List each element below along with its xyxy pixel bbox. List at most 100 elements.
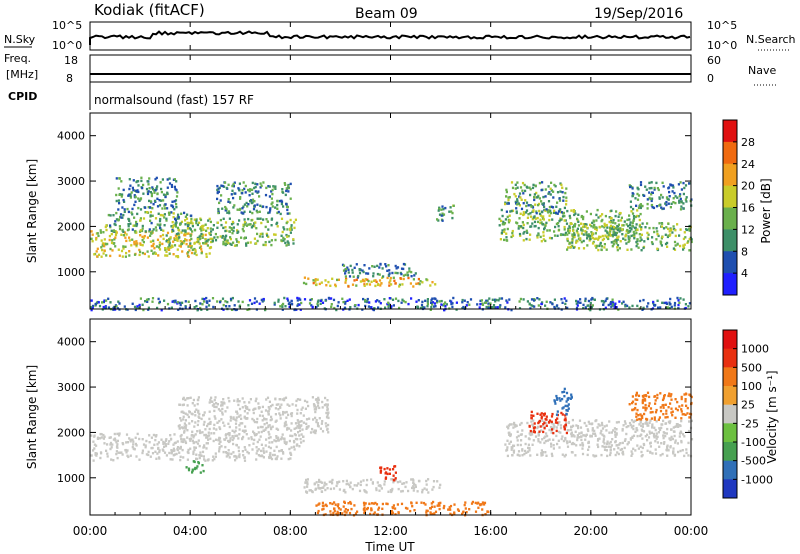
noise-panel: N.Sky 10^5 10^0 10^5 10^0 N.Search [4, 19, 796, 52]
power-cbar-tick-1: 24 [741, 158, 755, 171]
x-tick-1: 04:00 [173, 524, 208, 538]
power-cbar-seg-7 [723, 273, 737, 296]
vel-cbar-seg-8 [723, 479, 737, 499]
nave-tick-bottom: 0 [707, 72, 714, 85]
freq-tick-top: 18 [64, 54, 78, 67]
noise-right-label: N.Search [746, 33, 796, 46]
power-cells-blob-1 [104, 210, 193, 233]
vel-cbar-tick-5: -100 [741, 436, 766, 449]
power-yticks-label-2: 3000 [57, 175, 85, 188]
power-cells-blob-7 [436, 204, 455, 222]
vel-cbar-tick-6: -500 [741, 455, 766, 468]
cpid-text: normalsound (fast) 157 RF [94, 93, 254, 107]
date-title: 19/Sep/2016 [594, 6, 683, 22]
vel-cells-blob-1 [177, 396, 330, 435]
x-tick-0: 00:00 [73, 524, 108, 538]
power-cells-blob-4 [216, 181, 292, 216]
cpid-panel: CPID normalsound (fast) 157 RF [8, 82, 254, 110]
power-ylabel: Slant Range [km] [25, 159, 39, 263]
velocity-heatmap [90, 387, 694, 517]
power-cbar-seg-0 [723, 120, 737, 143]
power-cbar-seg-5 [723, 229, 737, 252]
power-cells-blob-8 [498, 208, 643, 243]
power-cells-blob-2 [115, 176, 179, 211]
vel-cells-blob-2 [185, 460, 205, 474]
nave-label: Nave [748, 64, 776, 77]
vel-cells-blob-9 [315, 500, 490, 517]
x-tick-6: 00:00 [674, 524, 709, 538]
noise-left-tick-top: 10^5 [52, 19, 82, 32]
vel-yticks-label-1: 2000 [57, 426, 85, 439]
vel-cbar-tick-2: 100 [741, 380, 762, 393]
power-cbar-tick-4: 12 [741, 223, 755, 236]
vel-cells-blob-6 [528, 410, 568, 435]
velocity-panel: 1000 2000 3000 4000 Slant Range [km] 1000 50… [25, 318, 779, 517]
noise-left-tick-bottom: 10^0 [52, 39, 82, 52]
vel-cells-blob-8 [628, 391, 693, 421]
noise-trace [89, 30, 691, 45]
power-cbar-tick-0: 28 [741, 136, 755, 149]
power-cbar-seg-3 [723, 185, 737, 208]
power-cbar-seg-4 [723, 207, 737, 230]
x-axis-label: Time UT [364, 540, 415, 554]
power-cbar-tick-3: 16 [741, 202, 755, 215]
power-panel: 1000 2000 3000 4000 Slant Range [km] 28 24 20… [25, 112, 773, 312]
noise-left-label: N.Sky [4, 33, 36, 46]
x-tick-2: 08:00 [273, 524, 308, 538]
station-title: Kodiak (fitACF) [94, 1, 205, 19]
power-cells-blob-3 [165, 217, 297, 247]
vel-cbar-tick-0: 1000 [741, 343, 769, 356]
power-cells-blob-11 [628, 181, 693, 211]
vel-yticks-label-0: 1000 [57, 472, 85, 485]
noise-right-tick-top: 10^5 [707, 19, 737, 32]
vel-yticks-label-3: 4000 [57, 336, 85, 349]
x-tick-5: 20:00 [574, 524, 609, 538]
vel-cells-blob-5 [504, 418, 694, 458]
power-cbar-tick-6: 4 [741, 267, 748, 280]
x-tick-3: 12:00 [373, 524, 408, 538]
power-yticks-label-0: 1000 [57, 266, 85, 279]
vel-cells-blob-0 [90, 432, 305, 462]
power-cells-blob-6 [341, 262, 417, 279]
cpid-label: CPID [8, 90, 37, 103]
freq-tick-bottom: 8 [66, 72, 73, 85]
power-cbar-tick-5: 8 [741, 245, 748, 258]
power-yticks-label-3: 4000 [57, 130, 85, 143]
vel-cbar-seg-0 [723, 330, 737, 350]
vel-cbar-seg-6 [723, 442, 737, 462]
vel-cbar-tick-4: -25 [741, 417, 759, 430]
vel-yticks-label-2: 3000 [57, 381, 85, 394]
x-tick-4: 16:00 [473, 524, 508, 538]
power-cells-blob-5 [302, 276, 437, 288]
velocity-colorbar-label: Velocity [m s⁻¹] [765, 370, 779, 463]
power-heatmap [90, 176, 693, 312]
vel-cbar-tick-3: 25 [741, 399, 755, 412]
beam-title: Beam 09 [355, 6, 418, 22]
velocity-ylabel: Slant Range [km] [25, 365, 39, 469]
vel-cbar-seg-7 [723, 460, 737, 480]
freq-label-1: Freq. [4, 52, 31, 65]
velocity-colorbar: 1000 500 100 25 -25 -100 -500 -1000 [722, 329, 773, 499]
power-cbar-seg-1 [723, 141, 737, 165]
noise-right-tick-bottom: 10^0 [707, 39, 737, 52]
freq-label-2: [MHz] [6, 68, 38, 81]
nave-tick-top: 60 [707, 54, 721, 67]
vel-cbar-seg-4 [723, 404, 737, 424]
power-colorbar: 28 24 20 16 12 8 4 [722, 119, 755, 296]
vel-cells-blob-3 [303, 478, 442, 494]
power-cells-blob-10 [504, 181, 568, 216]
power-cbar-seg-6 [723, 251, 737, 274]
vel-cells-blob-4 [379, 465, 397, 482]
vel-cbar-tick-1: 500 [741, 361, 762, 374]
vel-cbar-seg-5 [723, 423, 737, 443]
vel-cbar-seg-3 [723, 386, 737, 406]
power-cbar-tick-2: 20 [741, 180, 755, 193]
vel-cbar-seg-2 [723, 367, 737, 387]
x-axis: 00:00 04:00 08:00 12:00 16:00 20:00 00:00 [73, 22, 709, 538]
vel-cbar-seg-1 [723, 348, 737, 368]
power-colorbar-label: Power [dB] [759, 178, 773, 243]
vel-cells-blob-7 [553, 387, 573, 416]
power-cells-blob-9 [566, 222, 693, 252]
freq-panel: Freq. [MHz] 18 8 60 0 Nave [4, 52, 778, 86]
